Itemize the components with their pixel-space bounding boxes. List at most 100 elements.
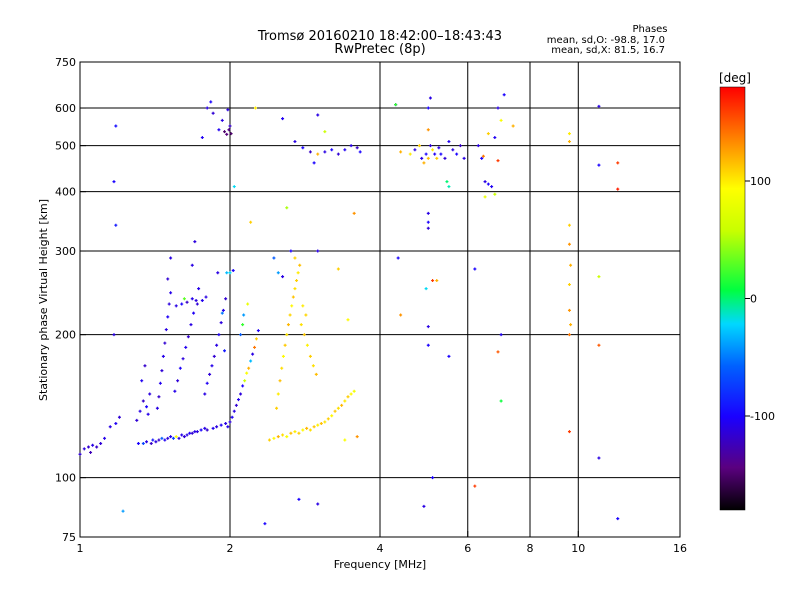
data-point — [281, 275, 285, 279]
y-tick-label: 100 — [55, 472, 76, 485]
data-point — [245, 371, 249, 375]
y-tick-label: 400 — [55, 186, 76, 199]
data-point — [211, 111, 215, 115]
data-point — [445, 180, 449, 184]
data-point — [192, 311, 196, 315]
data-point — [316, 113, 320, 117]
data-point — [316, 249, 320, 253]
data-point — [428, 144, 432, 148]
data-point — [149, 442, 153, 446]
data-point — [189, 323, 193, 327]
data-point — [121, 509, 125, 513]
y-tick-label: 600 — [55, 102, 76, 115]
data-point — [336, 152, 340, 156]
data-point — [103, 436, 107, 440]
data-point — [426, 211, 430, 215]
data-point — [212, 354, 216, 358]
data-point — [276, 392, 280, 396]
data-point — [433, 152, 437, 156]
data-point — [145, 405, 149, 409]
data-point — [493, 136, 497, 140]
data-point — [246, 302, 250, 306]
data-point — [275, 406, 279, 410]
data-point — [496, 106, 500, 110]
data-point — [346, 318, 350, 322]
data-point — [193, 240, 197, 244]
data-point — [173, 389, 177, 393]
data-point — [435, 279, 439, 283]
phase-colorbar — [719, 86, 746, 511]
data-point — [143, 364, 147, 368]
data-point — [422, 504, 426, 508]
data-point — [219, 423, 223, 427]
data-point — [190, 431, 194, 435]
data-point — [285, 206, 289, 210]
colorbar-tick-label: 100 — [750, 175, 771, 188]
data-point — [249, 220, 253, 224]
data-point — [220, 311, 224, 315]
data-point — [285, 333, 289, 337]
data-point — [208, 372, 212, 376]
grid-lines — [80, 62, 680, 537]
data-point — [195, 302, 199, 306]
data-point — [437, 146, 441, 150]
data-point — [227, 128, 231, 132]
data-point — [281, 117, 285, 121]
data-point — [297, 431, 301, 435]
data-point — [455, 152, 459, 156]
data-point — [355, 435, 359, 439]
data-point — [163, 438, 167, 442]
data-point — [431, 279, 435, 283]
data-point — [157, 438, 161, 442]
data-point — [251, 352, 255, 356]
data-point — [176, 379, 180, 383]
data-point — [220, 118, 224, 122]
data-point — [182, 435, 186, 439]
data-point — [296, 271, 300, 275]
data-point — [312, 161, 316, 165]
data-point — [302, 333, 306, 337]
data-point — [319, 422, 323, 426]
data-point — [293, 140, 297, 144]
data-point — [141, 399, 145, 403]
data-point — [226, 425, 230, 429]
data-point — [447, 185, 451, 189]
data-point — [443, 156, 447, 160]
data-point — [299, 323, 303, 327]
data-point — [243, 379, 247, 383]
data-point — [188, 431, 192, 435]
data-points — [78, 93, 620, 526]
data-point — [290, 304, 294, 308]
data-point — [349, 144, 353, 148]
plot-area: 1 2 4 6 8 10 16 75 100 200 300 400 500 600 750 — [55, 56, 687, 555]
data-point — [458, 144, 462, 148]
x-tick-label: 1 — [77, 542, 84, 555]
y-tick-label: 750 — [55, 56, 76, 69]
data-point — [276, 435, 280, 439]
data-point — [89, 450, 93, 454]
data-point — [169, 435, 173, 439]
data-point — [476, 144, 480, 148]
data-point — [333, 409, 337, 413]
data-point — [330, 414, 334, 418]
data-point — [289, 249, 293, 253]
data-point — [567, 283, 571, 287]
data-point — [184, 345, 188, 349]
data-point — [194, 299, 198, 303]
data-point — [155, 406, 159, 410]
data-point — [229, 132, 233, 136]
colorbar-tick-label: 0 — [750, 293, 757, 306]
data-point — [223, 130, 227, 134]
colorbar-tick-label: -100 — [750, 410, 775, 423]
data-point — [420, 156, 424, 160]
data-point — [228, 124, 232, 128]
data-point — [278, 379, 282, 383]
data-point — [597, 104, 601, 108]
data-point — [174, 435, 178, 439]
x-tick-label: 4 — [377, 542, 384, 555]
data-point — [232, 185, 236, 189]
data-point — [211, 426, 215, 430]
data-point — [209, 100, 213, 104]
data-point — [301, 146, 305, 150]
data-point — [426, 106, 430, 110]
